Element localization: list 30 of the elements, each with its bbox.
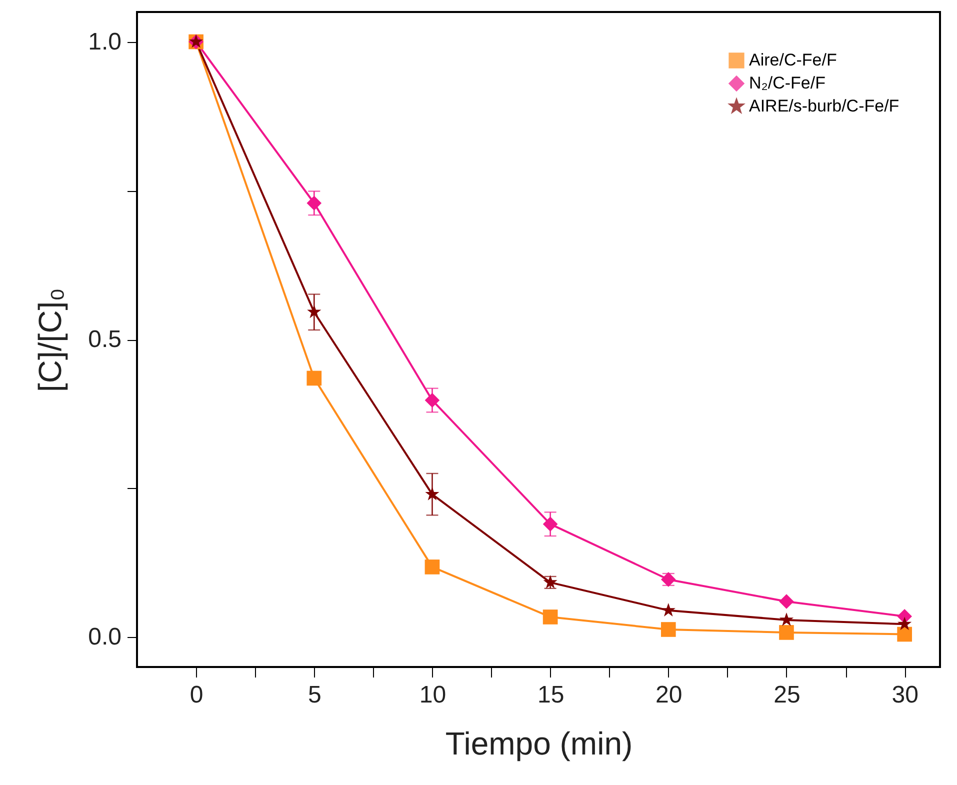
point: [306, 196, 322, 211]
legend-label: Aire/C-Fe/F: [749, 50, 837, 70]
x-tick-label: 20: [656, 682, 682, 708]
point: [898, 616, 912, 630]
y-tick-label: 1.0: [88, 28, 122, 56]
x-axis-title: Tiempo (min): [445, 726, 633, 762]
y-tick-label: 0.5: [88, 326, 122, 353]
x-tick-label: 25: [774, 682, 800, 708]
point: [661, 603, 676, 616]
point: [897, 626, 912, 642]
point: [542, 610, 558, 624]
legend-label: AIRE/s-burb/C-Fe/F: [749, 96, 900, 116]
point: [779, 594, 794, 609]
point: [424, 392, 440, 408]
point: [542, 516, 558, 532]
x-tick-label: 15: [537, 682, 564, 708]
point: [306, 370, 322, 386]
x-tick-label: 30: [892, 682, 918, 708]
legend-label: N₂/C-Fe/F: [749, 74, 826, 92]
point: [424, 560, 440, 574]
point: [425, 486, 440, 500]
x-tick-label: 5: [308, 682, 322, 708]
point: [779, 612, 794, 626]
y-tick-label: 0.0: [88, 624, 122, 651]
x-tick-label: 0: [190, 682, 204, 708]
point: [779, 625, 794, 640]
point: [307, 304, 322, 318]
x-tick-label: 10: [419, 682, 446, 708]
y-axis-title: [C]/[C]₀: [32, 288, 68, 392]
point: [660, 622, 676, 637]
